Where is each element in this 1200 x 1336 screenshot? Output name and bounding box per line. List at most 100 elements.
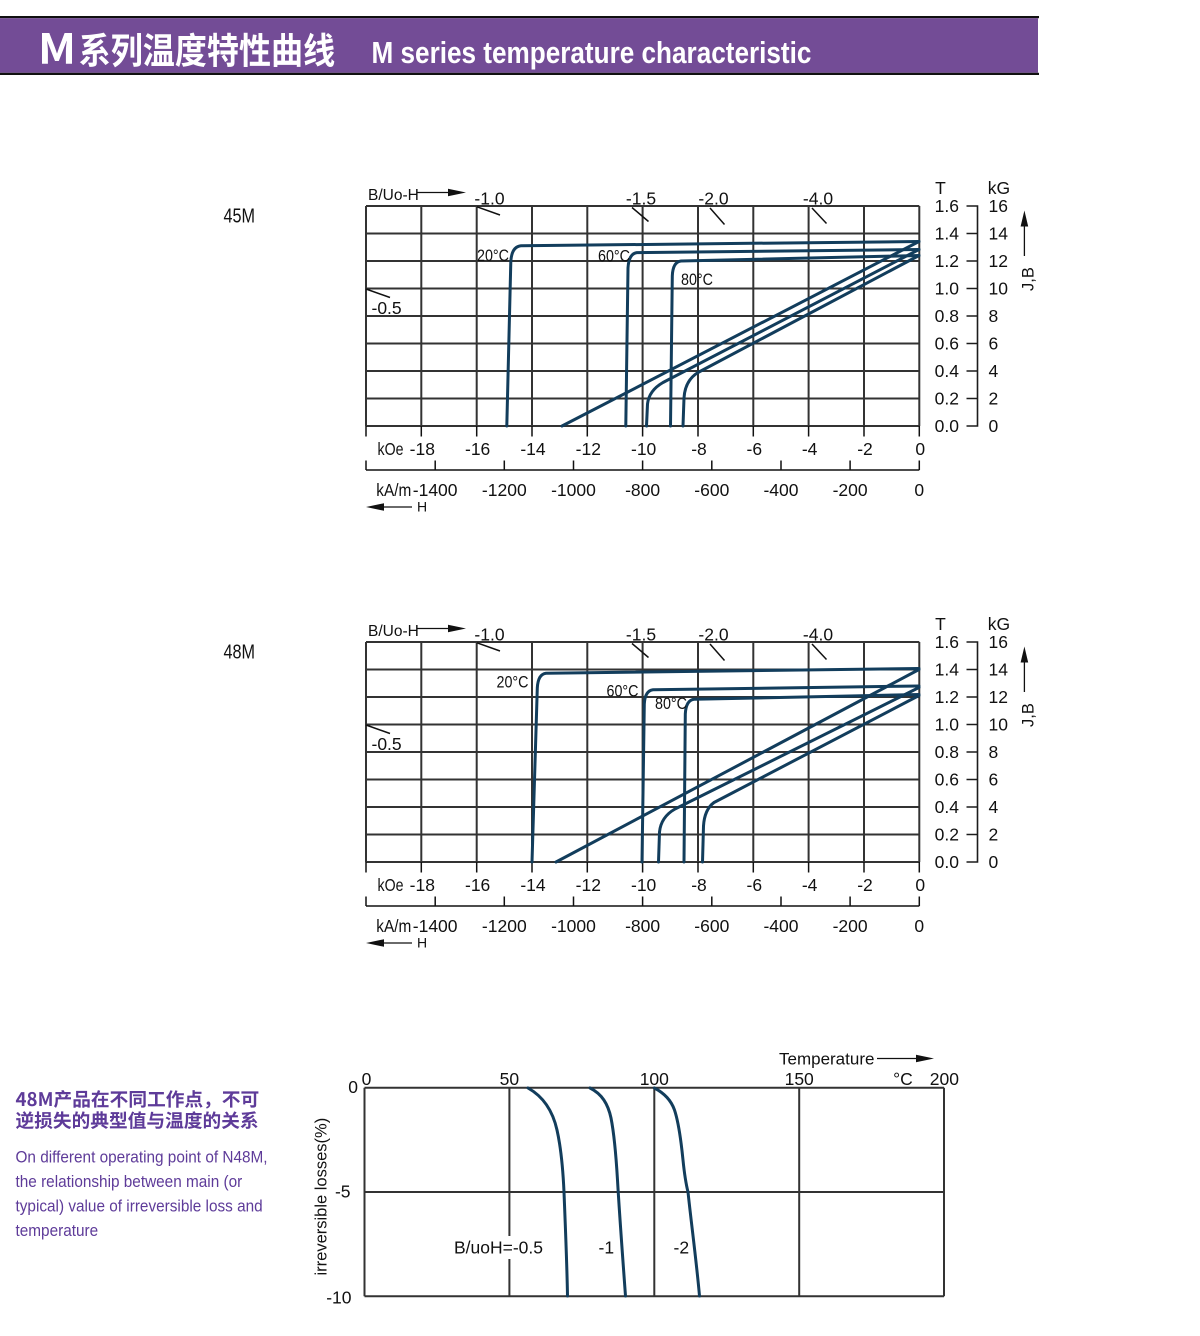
svg-text:-1400: -1400	[413, 916, 458, 936]
svg-text:60°C: 60°C	[598, 247, 630, 266]
svg-text:-1.0: -1.0	[474, 189, 504, 209]
svg-text:6: 6	[989, 770, 999, 790]
svg-text:Temperature: Temperature	[779, 1050, 874, 1069]
svg-text:-1200: -1200	[482, 480, 527, 500]
svg-text:100: 100	[640, 1069, 669, 1089]
svg-text:20°C: 20°C	[497, 673, 529, 692]
svg-text:20°C: 20°C	[477, 246, 509, 265]
svg-text:1.0: 1.0	[935, 715, 960, 735]
svg-text:0.6: 0.6	[935, 770, 959, 790]
svg-text:0: 0	[915, 875, 925, 895]
svg-text:1.6: 1.6	[935, 196, 959, 216]
svg-text:0.4: 0.4	[935, 361, 960, 381]
svg-text:60°C: 60°C	[607, 682, 639, 701]
svg-text:0.2: 0.2	[935, 389, 959, 409]
svg-text:12: 12	[989, 687, 1008, 707]
svg-text:4: 4	[989, 797, 999, 817]
svg-text:-200: -200	[833, 916, 868, 936]
svg-text:°C: °C	[893, 1069, 913, 1089]
svg-text:0: 0	[348, 1077, 358, 1097]
svg-text:-1.0: -1.0	[474, 625, 504, 645]
svg-text:-10: -10	[631, 875, 657, 895]
svg-text:80°C: 80°C	[681, 270, 713, 289]
svg-text:-1.5: -1.5	[626, 625, 656, 645]
svg-text:-12: -12	[576, 439, 601, 459]
svg-text:T: T	[935, 614, 946, 634]
svg-text:J,B: J,B	[1020, 703, 1038, 727]
svg-text:-6: -6	[747, 439, 763, 459]
svg-text:-2: -2	[674, 1238, 690, 1258]
svg-text:16: 16	[989, 196, 1008, 216]
svg-text:0: 0	[989, 852, 999, 872]
svg-text:kA/m: kA/m	[376, 480, 411, 500]
svg-text:150: 150	[785, 1069, 814, 1089]
svg-text:T: T	[935, 178, 946, 198]
svg-text:-600: -600	[694, 480, 729, 500]
svg-text:-2.0: -2.0	[698, 625, 728, 645]
svg-text:0: 0	[362, 1069, 372, 1089]
svg-text:-1200: -1200	[482, 916, 527, 936]
svg-text:0.8: 0.8	[935, 742, 959, 762]
svg-text:-8: -8	[691, 875, 707, 895]
svg-text:-6: -6	[747, 875, 763, 895]
svg-text:48M: 48M	[224, 642, 256, 664]
svg-text:-2.0: -2.0	[698, 189, 728, 209]
svg-text:-14: -14	[520, 875, 546, 895]
svg-text:0.0: 0.0	[935, 852, 960, 872]
svg-text:0: 0	[915, 439, 925, 459]
svg-text:45M: 45M	[224, 206, 256, 228]
svg-text:1.2: 1.2	[935, 687, 959, 707]
svg-text:-8: -8	[691, 439, 707, 459]
svg-text:-4: -4	[802, 875, 818, 895]
svg-text:-12: -12	[576, 875, 601, 895]
svg-text:kG: kG	[988, 178, 1010, 198]
svg-text:-18: -18	[410, 875, 435, 895]
svg-text:J,B: J,B	[1020, 267, 1038, 291]
svg-text:1.6: 1.6	[935, 632, 959, 652]
svg-text:-2: -2	[857, 439, 873, 459]
svg-text:the relationship between main: the relationship between main (or	[16, 1174, 243, 1192]
svg-text:H: H	[417, 935, 427, 951]
svg-text:14: 14	[989, 224, 1009, 244]
svg-text:-1000: -1000	[551, 916, 596, 936]
svg-text:irreversible losses(%): irreversible losses(%)	[313, 1118, 331, 1276]
svg-text:-600: -600	[694, 916, 729, 936]
svg-text:16: 16	[989, 632, 1008, 652]
svg-text:0: 0	[914, 916, 924, 936]
svg-text:1.4: 1.4	[935, 224, 960, 244]
svg-text:-1.5: -1.5	[626, 189, 656, 209]
svg-text:-200: -200	[833, 480, 868, 500]
svg-text:2: 2	[989, 389, 999, 409]
svg-text:-18: -18	[410, 439, 435, 459]
svg-text:kG: kG	[988, 614, 1010, 634]
svg-text:-1400: -1400	[413, 480, 458, 500]
svg-text:1.4: 1.4	[935, 660, 960, 680]
svg-text:-10: -10	[326, 1288, 352, 1308]
svg-text:-400: -400	[763, 480, 798, 500]
svg-text:12: 12	[989, 251, 1008, 271]
svg-text:B/Uo-H: B/Uo-H	[368, 623, 419, 640]
svg-text:1.2: 1.2	[935, 251, 959, 271]
svg-text:temperature: temperature	[16, 1223, 99, 1241]
svg-text:2: 2	[989, 825, 999, 845]
svg-text:-1000: -1000	[551, 480, 596, 500]
svg-text:-4: -4	[802, 439, 818, 459]
svg-text:-800: -800	[625, 480, 660, 500]
svg-text:80°C: 80°C	[655, 694, 687, 713]
svg-text:kOe: kOe	[378, 439, 404, 459]
svg-text:-1: -1	[599, 1238, 615, 1258]
svg-text:-16: -16	[465, 439, 490, 459]
svg-text:50: 50	[500, 1069, 520, 1089]
svg-text:10: 10	[989, 279, 1009, 299]
svg-text:-5: -5	[335, 1182, 351, 1202]
svg-text:On different operating point o: On different operating point of N48M,	[16, 1149, 268, 1167]
svg-text:kA/m: kA/m	[376, 916, 411, 936]
svg-text:-4.0: -4.0	[803, 189, 833, 209]
svg-text:0: 0	[914, 480, 924, 500]
svg-text:0.8: 0.8	[935, 306, 959, 326]
svg-text:B/Uo-H: B/Uo-H	[368, 187, 419, 204]
svg-text:-0.5: -0.5	[372, 298, 402, 318]
svg-text:200: 200	[930, 1069, 959, 1089]
svg-text:typical) value of irreversible: typical) value of irreversible loss and	[16, 1198, 263, 1216]
svg-text:H: H	[417, 499, 427, 515]
